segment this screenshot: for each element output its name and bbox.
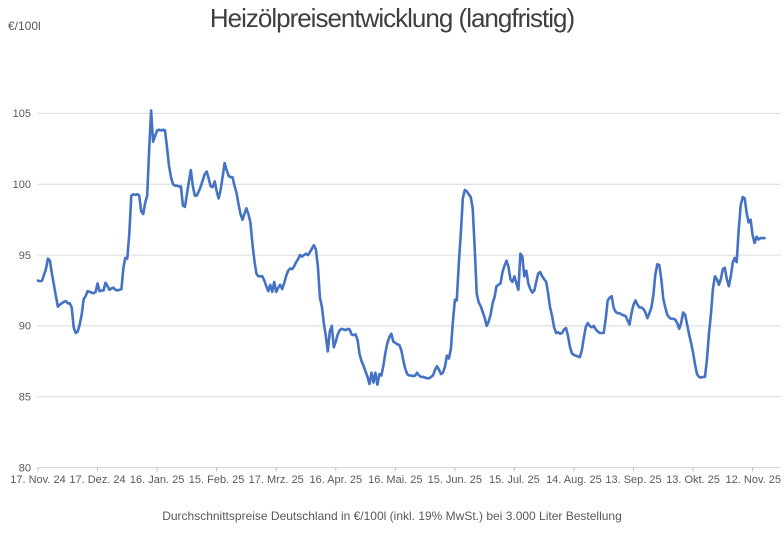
- price-line-series: [36, 109, 766, 387]
- x-tick-label: 15. Feb. 25: [189, 474, 245, 486]
- x-tick-label: 17. Dez. 24: [69, 474, 125, 486]
- y-axis-unit-label: €/100l: [8, 19, 41, 33]
- x-tick-label: 17. Nov. 24: [10, 474, 65, 486]
- x-tick-label: 12. Nov. 25: [726, 474, 781, 486]
- x-tick-label: 14. Aug. 25: [546, 474, 602, 486]
- y-axis-tick-labels: 80 85 90 95 100 105: [13, 108, 31, 474]
- x-axis-tick-labels: 17. Nov. 24 17. Dez. 24 16. Jan. 25 15. Feb…: [10, 474, 781, 486]
- y-tick-label: 105: [13, 108, 31, 120]
- y-tick-label: 90: [19, 321, 31, 333]
- y-tick-label: 100: [13, 179, 31, 191]
- x-axis: [37, 467, 781, 472]
- x-tick-label: 17. Mrz. 25: [249, 474, 304, 486]
- x-tick-label: 16. Mai. 25: [368, 474, 422, 486]
- x-tick-label: 13. Okt. 25: [666, 474, 720, 486]
- chart-title: Heizölpreisentwicklung (langfristig): [209, 3, 575, 33]
- y-tick-label: 95: [19, 250, 31, 262]
- x-tick-label: 16. Apr. 25: [309, 474, 362, 486]
- x-tick-label: 15. Jul. 25: [489, 474, 540, 486]
- y-tick-label: 85: [19, 392, 31, 404]
- y-tick-label: 80: [19, 462, 31, 474]
- price-line: [36, 109, 766, 387]
- chart-caption: Durchschnittspreise Deutschland in €/100…: [162, 509, 622, 523]
- x-tick-label: 15. Jun. 25: [428, 474, 482, 486]
- x-tick-label: 13. Sep. 25: [605, 474, 661, 486]
- x-tick-label: 16. Jan. 25: [130, 474, 184, 486]
